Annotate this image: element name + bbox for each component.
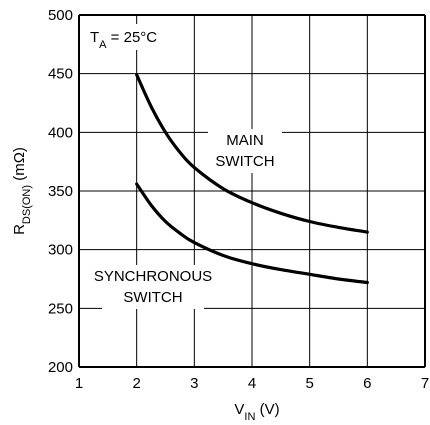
x-tick-label-3: 3 (190, 375, 198, 392)
series-label-1: SYNCHRONOUS SWITCH (94, 265, 212, 309)
series-label-bg-1 (102, 265, 204, 309)
y-axis-label-suffix: (mΩ) (11, 147, 28, 185)
y-tick-label-200: 200 (48, 359, 73, 376)
series-label-line-1-1: SWITCH (123, 289, 182, 306)
y-tick-label-400: 400 (48, 124, 73, 141)
series-label-0: MAIN SWITCH (208, 129, 282, 173)
y-tick-label-450: 450 (48, 66, 73, 83)
x-tick-label-7: 7 (421, 375, 429, 392)
condition-main: T (90, 29, 99, 46)
series-label-bg-0 (208, 129, 282, 173)
x-axis-label: VIN (V) (234, 401, 279, 423)
series-label-line-1-0: SYNCHRONOUS (94, 268, 212, 285)
x-axis-label-suffix: (V) (255, 401, 279, 418)
condition-suffix: = 25°C (107, 29, 158, 46)
series-label-line-0-0: MAIN (226, 132, 264, 149)
tick-labels: 1 2 3 4 5 6 7 200 250 300 350 400 450 500 (48, 7, 429, 392)
x-tick-label-6: 6 (363, 375, 371, 392)
x-tick-label-2: 2 (132, 375, 140, 392)
y-tick-label-350: 350 (48, 183, 73, 200)
x-axis-label-sub: IN (244, 411, 255, 423)
series-labels: MAIN SWITCH SYNCHRONOUS SWITCH (94, 129, 282, 309)
y-tick-label-300: 300 (48, 242, 73, 259)
series-line-0 (135, 73, 369, 234)
y-axis-label: RDS(ON) (mΩ) (11, 147, 33, 235)
y-axis-label-sub: DS(ON) (21, 185, 33, 224)
condition-sub: A (99, 39, 107, 51)
condition-annotation: TA = 25°C (84, 24, 174, 51)
y-axis-label-main: R (11, 224, 28, 235)
series-line-1 (135, 182, 369, 285)
series-label-line-0-1: SWITCH (215, 153, 274, 170)
y-tick-label-250: 250 (48, 300, 73, 317)
grid (78, 14, 426, 368)
x-tick-label-5: 5 (305, 375, 313, 392)
condition-label: TA = 25°C (90, 29, 157, 51)
y-tick-label-500: 500 (48, 7, 73, 24)
x-axis-label-main: V (234, 401, 244, 418)
x-tick-label-4: 4 (248, 375, 256, 392)
x-tick-label-1: 1 (75, 375, 83, 392)
series-curves (135, 73, 369, 285)
